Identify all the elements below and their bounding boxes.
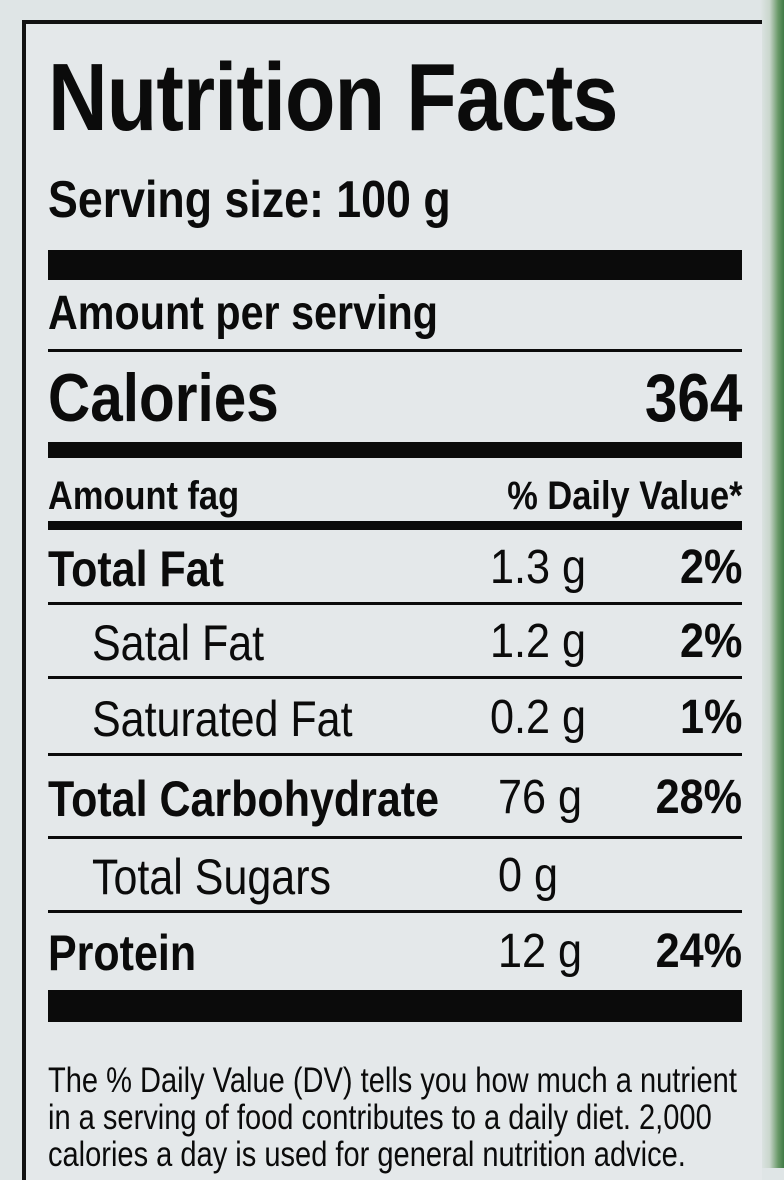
nutrient-name: Total Fat [48,541,224,597]
thick-divider-top [48,250,742,280]
divider-header [48,521,742,530]
nutrient-daily-value: 24% [655,925,742,978]
nutrient-amount: 12 g [498,925,583,978]
nutrient-row-total-fat: Total Fat 1.3 g 2% [48,544,742,604]
divider-row [48,836,742,839]
column-header-daily-value: % Daily Value* [506,474,742,518]
nutrient-row-protein: Protein 12 g 24% [48,928,742,988]
nutrient-amount: 1.2 g [490,615,587,668]
nutrient-row-saturated-fat: Saturated Fat 0.2 g 1% [48,694,742,754]
divider-amount [48,349,742,352]
nutrient-daily-value: 2% [679,615,742,668]
amount-per-serving: Amount per serving [48,287,438,340]
divider-row [48,602,742,605]
package-green-edge [760,0,784,1168]
serving-size: Serving size: 100 g [48,171,451,229]
nutrient-amount: 76 g [498,771,583,824]
nutrient-name: Total Sugars [92,849,332,905]
divider-row [48,753,742,756]
divider-row [48,910,742,913]
nutrient-row-total-carbohydrate: Total Carbohydrate 76 g 28% [48,774,742,834]
footnote-line: The % Daily Value (DV) tells you how muc… [48,1061,737,1100]
nutrient-amount: 0 g [498,849,559,902]
thick-divider-calories [48,442,742,458]
footnote-line: calories a day is used for general nutri… [48,1135,686,1174]
calories-label: Calories [48,360,279,436]
divider-row [48,676,742,679]
nutrient-daily-value: 28% [655,771,742,824]
nutrient-name: Total Carbohydrate [48,771,440,827]
nutrient-daily-value: 2% [679,541,742,594]
daily-value-footnote: The % Daily Value (DV) tells you how muc… [48,1061,737,1174]
nutrient-amount: 0.2 g [490,691,587,744]
nutrient-name: Satal Fat [92,615,265,671]
nutrient-row-satal-fat: Satal Fat 1.2 g 2% [48,618,742,678]
label-title: Nutrition Facts [48,44,618,151]
thick-divider-bottom [48,990,742,1022]
nutrient-amount: 1.3 g [490,541,587,594]
nutrient-name: Protein [48,925,197,981]
nutrient-name: Saturated Fat [92,691,353,747]
calories-value: 364 [644,360,742,436]
nutrient-row-total-sugars: Total Sugars 0 g [48,852,742,912]
nutrient-daily-value: 1% [679,691,742,744]
footnote-line: in a serving of food contributes to a da… [48,1098,712,1137]
nutrition-facts-label: Nutrition Facts Serving size: 100 g Amou… [22,20,762,1180]
column-header-amount: Amount fag [48,474,240,518]
